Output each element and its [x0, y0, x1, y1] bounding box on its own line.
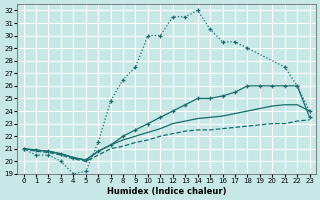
X-axis label: Humidex (Indice chaleur): Humidex (Indice chaleur)	[107, 187, 226, 196]
